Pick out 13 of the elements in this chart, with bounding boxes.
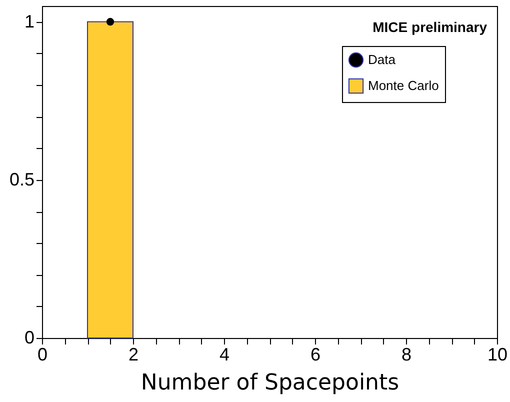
y-tick-label: 1	[24, 11, 34, 32]
legend-label: Data	[368, 52, 396, 67]
x-tick-label: 6	[310, 344, 321, 364]
x-axis-title: Number of Spacepoints	[140, 370, 400, 396]
x-tick-label: 10	[487, 344, 508, 364]
x-tick-label: 8	[401, 344, 412, 364]
legend-label: Monte Carlo	[368, 78, 439, 93]
x-tick-label: 0	[37, 344, 48, 364]
x-tick-label: 2	[128, 344, 139, 364]
annotation: MICE preliminary	[372, 19, 488, 35]
y-tick-label: 0.5	[9, 169, 34, 190]
y-tick-label: 0	[24, 328, 34, 348]
x-tick-label: 4	[219, 344, 230, 364]
